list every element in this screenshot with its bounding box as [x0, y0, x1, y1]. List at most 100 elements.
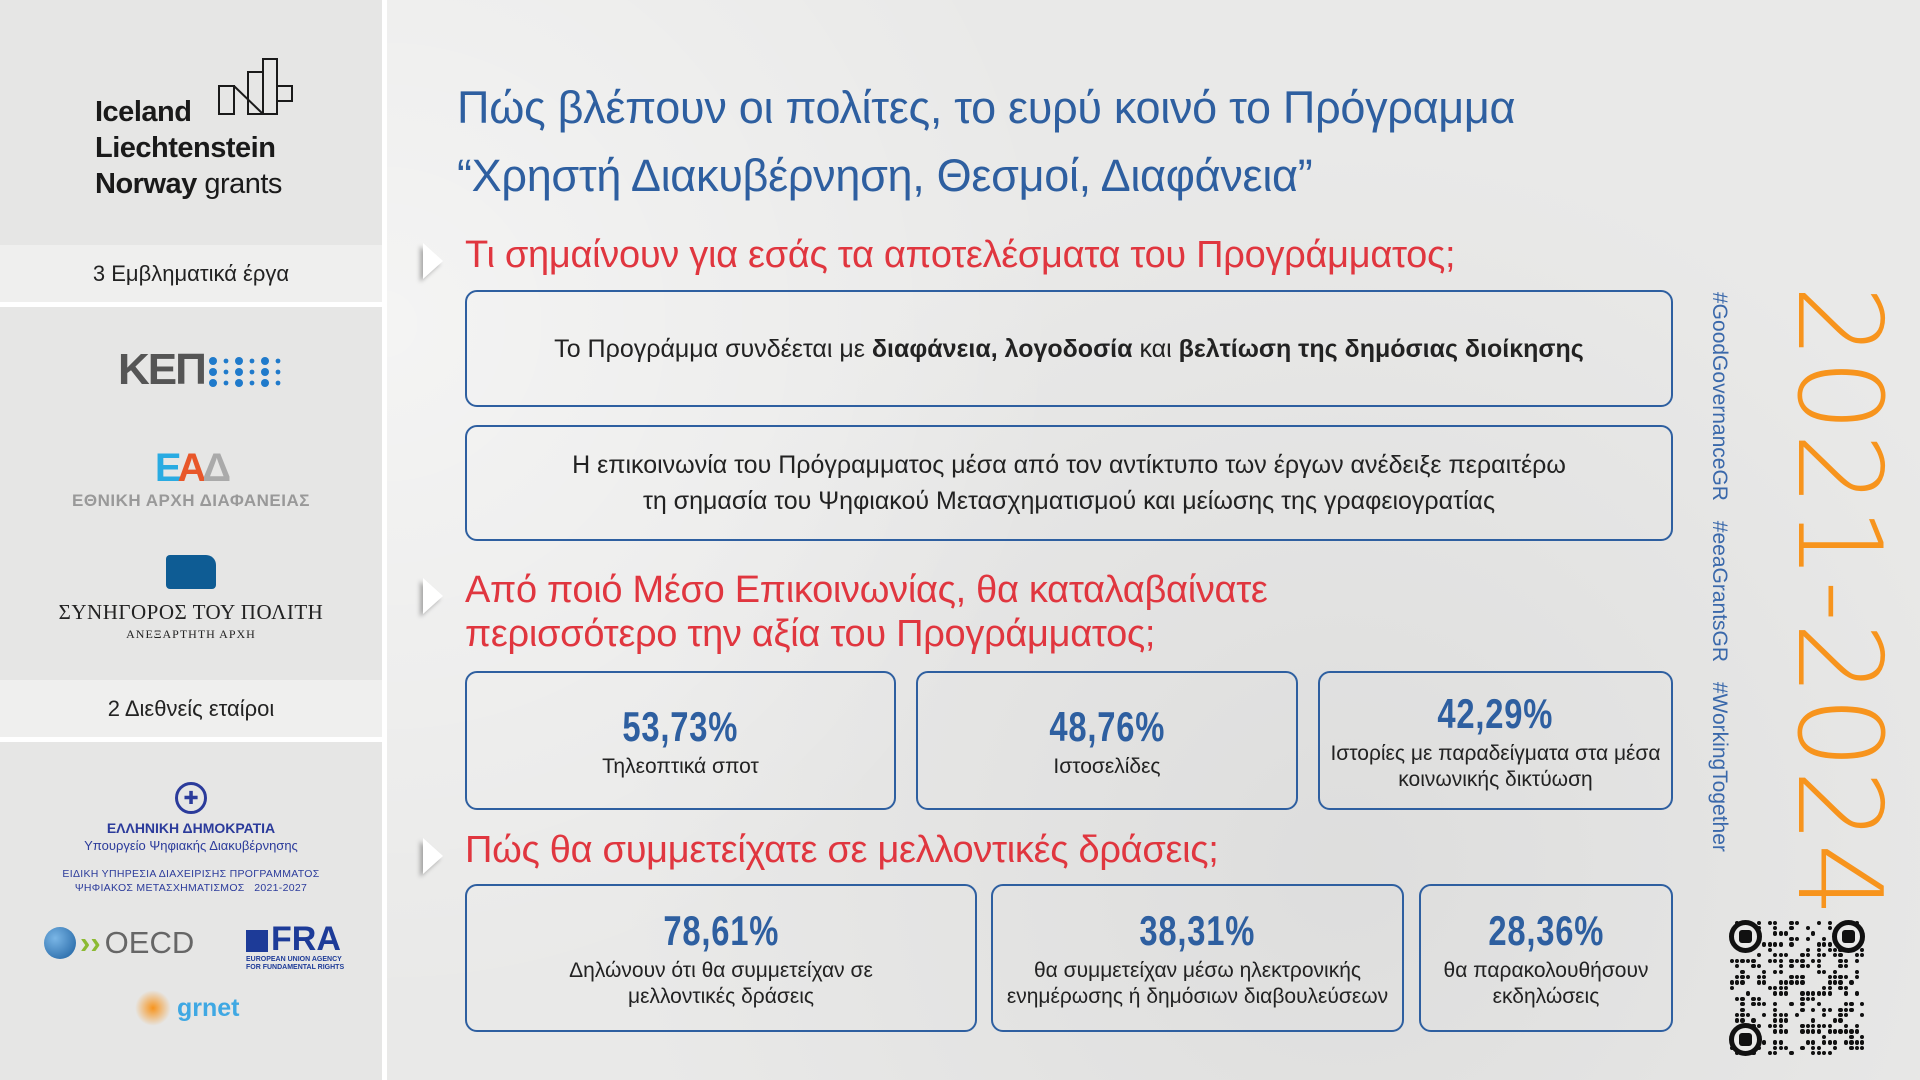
- qr-module: [1762, 1018, 1766, 1022]
- qr-module: [1768, 953, 1772, 957]
- qr-module: [1854, 991, 1859, 996]
- qr-module: [1833, 959, 1837, 963]
- qr-module: [1789, 974, 1794, 980]
- qr-module: [1756, 920, 1762, 925]
- qr-module: [1768, 964, 1772, 968]
- qr-module: [1751, 980, 1755, 984]
- qr-module: [1817, 1035, 1821, 1039]
- qr-module: [1784, 1002, 1788, 1006]
- qr-module: [1757, 1018, 1761, 1022]
- fra-mark: FRA: [271, 920, 341, 958]
- qr-module: [1843, 974, 1849, 980]
- qr-module: [1789, 931, 1793, 935]
- qr-module: [1762, 1013, 1767, 1018]
- qr-module: [1838, 974, 1843, 980]
- qr-module: [1789, 1046, 1793, 1050]
- qr-module: [1768, 975, 1772, 979]
- qr-module: [1811, 975, 1815, 979]
- qr-module: [1762, 1046, 1766, 1050]
- chevrons-icon: ››: [80, 925, 101, 960]
- dot-icon: [234, 379, 243, 388]
- qr-module: [1816, 1023, 1821, 1029]
- qr-module: [1811, 996, 1816, 1001]
- qr-module: [1730, 975, 1734, 979]
- qr-module: [1800, 964, 1805, 969]
- qr-module: [1822, 942, 1827, 947]
- qr-module: [1860, 1040, 1865, 1045]
- qr-module: [1762, 1024, 1766, 1028]
- qr-module: [1816, 969, 1821, 974]
- qr-module: [1757, 970, 1761, 974]
- qr-module: [1740, 980, 1745, 985]
- qr-module: [1838, 1002, 1842, 1006]
- qr-module: [1783, 1045, 1789, 1050]
- qr-module: [1860, 991, 1864, 995]
- qr-module: [1806, 942, 1810, 946]
- qr-module: [1805, 926, 1810, 931]
- qr-module: [1828, 964, 1832, 968]
- answer-box-2: Η επικοινωνία του Πρόγραμματος μέσα από …: [465, 425, 1673, 541]
- kep-logo: ΚΕΠ: [118, 345, 284, 395]
- qr-module: [1854, 953, 1859, 958]
- qr-module: [1735, 958, 1740, 963]
- stat-value: 78,61%: [663, 907, 779, 954]
- qr-module: [1730, 1008, 1734, 1012]
- qr-module: [1849, 1018, 1853, 1022]
- qr-module: [1735, 970, 1739, 974]
- qr-module: [1822, 964, 1826, 968]
- qr-module: [1838, 1013, 1843, 1018]
- qr-module: [1827, 947, 1832, 953]
- qr-module: [1822, 980, 1826, 984]
- qr-module: [1838, 1029, 1843, 1034]
- qr-module: [1735, 991, 1739, 995]
- qr-module: [1816, 1029, 1821, 1034]
- qr-module: [1756, 980, 1762, 985]
- eu-flag-icon: [246, 930, 268, 953]
- qr-module: [1849, 980, 1854, 985]
- triangle-bullet-icon: [423, 838, 443, 874]
- qr-module: [1768, 1018, 1772, 1022]
- qr-module: [1784, 970, 1788, 974]
- stat-value: 42,29%: [1437, 689, 1554, 737]
- qr-module: [1817, 975, 1821, 979]
- page-title-line: “Χρηστή Διακυβέρνηση, Θεσμοί, Διαφάνεια”: [457, 150, 1313, 201]
- qr-module: [1827, 1023, 1832, 1029]
- qr-module: [1811, 948, 1815, 952]
- qr-module: [1779, 1035, 1783, 1039]
- stat-label: θα παρακολουθήσουν εκδηλώσεις: [1443, 959, 1649, 1008]
- qr-module: [1740, 969, 1745, 974]
- qr-module: [1811, 937, 1815, 941]
- qr-module: [1735, 980, 1740, 985]
- qr-module: [1740, 1007, 1745, 1012]
- qr-module: [1838, 1051, 1842, 1055]
- qr-module: [1805, 1023, 1810, 1029]
- qr-module: [1730, 997, 1734, 1001]
- qr-module: [1860, 953, 1865, 958]
- qr-module: [1838, 997, 1842, 1001]
- qr-module: [1762, 997, 1766, 1001]
- qr-module: [1860, 986, 1864, 990]
- qr-module: [1838, 991, 1842, 995]
- qr-module: [1811, 1051, 1816, 1056]
- qr-module: [1789, 980, 1794, 985]
- qr-module: [1773, 1035, 1777, 1039]
- qr-module: [1843, 1029, 1849, 1034]
- qr-module: [1735, 1002, 1739, 1006]
- qr-module: [1800, 1023, 1805, 1029]
- qr-module: [1751, 1018, 1756, 1023]
- qr-module: [1768, 997, 1772, 1001]
- fra-logo: FRA EUROPEAN UNION AGENCY FOR FUNDAMENTAL…: [246, 922, 344, 972]
- qr-module: [1762, 991, 1766, 995]
- qr-module: [1784, 1008, 1788, 1012]
- qr-module: [1740, 996, 1745, 1001]
- ombudsman-logo: ΣΥΝΗΓΟΡΟΣ ΤΟΥ ΠΟΛΙΤΗ ΑΝΕΞΑΡΤΗΤΗ ΑΡΧΗ: [0, 555, 382, 642]
- qr-module: [1767, 1051, 1772, 1056]
- qr-module: [1745, 974, 1751, 980]
- dot-icon: [223, 380, 229, 386]
- qr-module: [1778, 1045, 1783, 1050]
- qr-module: [1800, 1040, 1804, 1044]
- qr-module: [1768, 937, 1772, 941]
- qr-module: [1773, 1007, 1778, 1012]
- fra-line: FOR FUNDAMENTAL RIGHTS: [246, 964, 345, 971]
- qr-module: [1767, 1023, 1772, 1029]
